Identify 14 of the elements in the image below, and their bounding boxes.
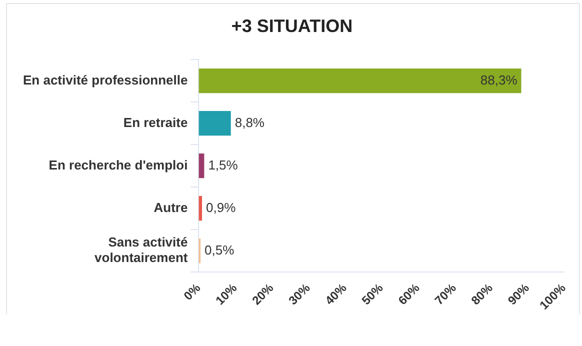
data-label: 8,8% (234, 114, 265, 130)
x-tick-label: 60% (395, 280, 423, 308)
data-label: 88,3% (480, 72, 518, 88)
y-tick-label: Sans activité volontairement (94, 234, 188, 266)
y-tick-label: Autre (154, 200, 188, 215)
data-label: 1,5% (208, 157, 238, 172)
y-tick-label: En activité professionnelle (22, 72, 188, 88)
y-tick-label: En recherche d'emploi (48, 157, 188, 172)
data-label: 0,5% (204, 242, 235, 258)
x-tick-label: 0% (181, 280, 204, 303)
data-label: 0,9% (206, 200, 236, 215)
y-tick-label: En retraite (123, 114, 188, 130)
x-tick-label: 40% (322, 280, 350, 308)
chart-title: +3 SITUATION (231, 16, 353, 36)
